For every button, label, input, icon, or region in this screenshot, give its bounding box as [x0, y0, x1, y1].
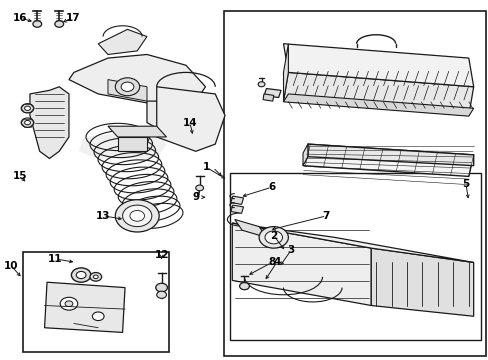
Polygon shape	[370, 248, 473, 316]
Polygon shape	[30, 87, 69, 158]
Polygon shape	[283, 72, 473, 116]
Polygon shape	[118, 137, 147, 151]
Circle shape	[264, 231, 282, 244]
Circle shape	[71, 268, 91, 282]
Polygon shape	[108, 80, 147, 101]
Polygon shape	[232, 223, 370, 306]
Text: 7: 7	[322, 211, 329, 221]
Polygon shape	[263, 94, 273, 101]
Polygon shape	[157, 87, 224, 151]
Polygon shape	[283, 44, 288, 101]
Text: 13: 13	[96, 211, 110, 221]
Text: 12: 12	[154, 250, 168, 260]
Circle shape	[60, 297, 78, 310]
Text: 14: 14	[182, 118, 197, 128]
Circle shape	[24, 121, 30, 125]
Polygon shape	[307, 144, 473, 166]
Circle shape	[55, 21, 63, 27]
Text: 8: 8	[267, 257, 275, 267]
Polygon shape	[44, 282, 125, 332]
Text: 11: 11	[48, 254, 62, 264]
Circle shape	[92, 312, 104, 320]
Polygon shape	[98, 30, 147, 54]
Text: 5: 5	[461, 179, 468, 189]
Text: 4: 4	[273, 257, 280, 267]
Circle shape	[21, 104, 34, 113]
Polygon shape	[230, 205, 243, 213]
Polygon shape	[283, 94, 473, 116]
Polygon shape	[108, 126, 166, 137]
Circle shape	[90, 273, 102, 281]
Circle shape	[65, 301, 73, 307]
Circle shape	[258, 82, 264, 87]
Polygon shape	[283, 44, 473, 87]
Polygon shape	[147, 101, 215, 144]
Polygon shape	[69, 54, 205, 108]
Text: 3: 3	[287, 245, 294, 255]
Text: 1: 1	[203, 162, 210, 172]
Circle shape	[259, 226, 288, 248]
Polygon shape	[230, 196, 243, 204]
Circle shape	[195, 185, 203, 191]
Circle shape	[33, 21, 41, 27]
Circle shape	[157, 291, 166, 298]
Polygon shape	[303, 144, 473, 176]
Text: 17: 17	[65, 13, 80, 23]
Circle shape	[21, 118, 34, 127]
Circle shape	[24, 106, 30, 111]
Polygon shape	[234, 220, 266, 237]
Text: 2: 2	[269, 231, 277, 240]
Circle shape	[130, 211, 144, 221]
Bar	[22, 252, 168, 352]
Circle shape	[156, 283, 167, 292]
Text: 6: 6	[267, 182, 275, 192]
Bar	[229, 173, 481, 339]
Circle shape	[121, 82, 134, 91]
Text: 10: 10	[4, 261, 19, 271]
Text: 9: 9	[192, 192, 199, 202]
Circle shape	[122, 205, 152, 226]
Polygon shape	[264, 89, 281, 98]
Bar	[224, 12, 486, 356]
Text: 16: 16	[13, 13, 27, 23]
Circle shape	[115, 78, 140, 96]
Polygon shape	[232, 223, 473, 262]
Text: 15: 15	[13, 171, 27, 181]
Circle shape	[115, 200, 159, 232]
Circle shape	[76, 271, 86, 279]
Polygon shape	[303, 144, 307, 166]
Circle shape	[239, 283, 249, 290]
Polygon shape	[79, 130, 166, 158]
Circle shape	[93, 275, 98, 279]
